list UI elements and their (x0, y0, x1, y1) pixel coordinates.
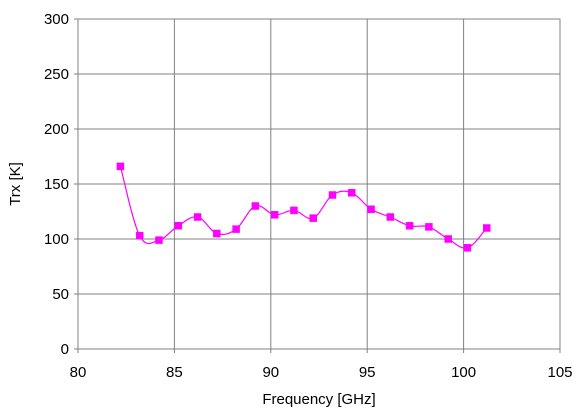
y-tick-label: 300 (44, 11, 69, 28)
data-point-marker (444, 235, 452, 243)
data-point-marker (232, 225, 240, 233)
x-tick-label: 100 (451, 364, 476, 381)
x-tick-label: 85 (166, 364, 183, 381)
series-layer (116, 162, 491, 252)
data-point-marker (348, 189, 356, 197)
data-point-marker (174, 222, 183, 230)
data-point-marker (328, 191, 337, 199)
data-point-marker (155, 236, 163, 244)
data-point-marker (386, 213, 395, 221)
y-axis-title: Trx [K] (7, 162, 24, 206)
x-tick-labels: 80 85 90 95 100 105 (70, 349, 573, 381)
data-point-marker (290, 206, 298, 215)
data-point-marker (309, 214, 317, 222)
y-tick-label: 50 (52, 286, 69, 303)
y-tick-label: 0 (61, 341, 69, 358)
x-axis-title: Frequency [GHz] (262, 391, 375, 408)
y-tick-labels: 0 50 100 150 200 250 300 (44, 11, 78, 358)
data-point-marker (251, 202, 260, 210)
y-tick-label: 250 (44, 66, 69, 83)
data-point-marker (213, 229, 221, 238)
data-point-marker (425, 223, 433, 231)
x-tick-label: 90 (262, 364, 279, 381)
data-point-marker (135, 231, 144, 240)
x-tick-label: 80 (70, 364, 87, 381)
x-tick-label: 95 (359, 364, 376, 381)
y-tick-label: 150 (44, 176, 69, 193)
data-point-marker (405, 222, 414, 230)
data-point-marker (367, 205, 375, 214)
x-tick-label: 105 (547, 364, 572, 381)
data-point-marker (193, 213, 202, 221)
data-point-marker (482, 224, 491, 232)
data-point-marker (270, 211, 279, 219)
data-point-marker (116, 162, 125, 171)
data-point-marker (463, 244, 472, 252)
y-tick-label: 200 (44, 121, 69, 138)
grid-lines (78, 19, 560, 349)
y-tick-label: 100 (44, 231, 69, 248)
